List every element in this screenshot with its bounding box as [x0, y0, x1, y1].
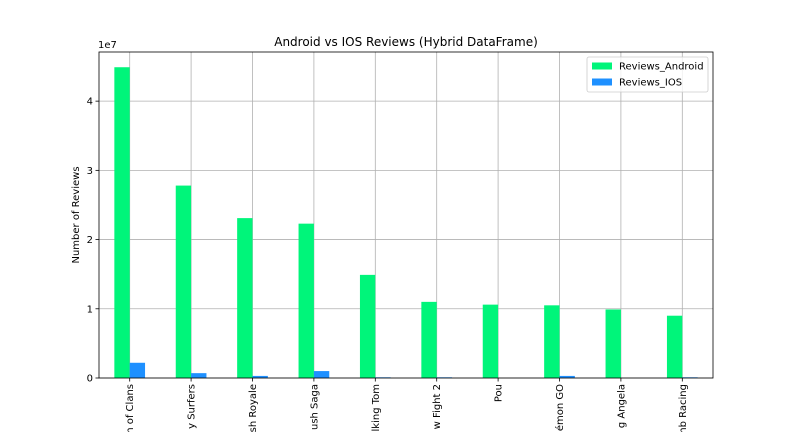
- x-tick-label: ush Saga: [309, 384, 320, 430]
- bar: [559, 375, 575, 378]
- bar: [114, 67, 130, 378]
- x-tick-label: y Surfers: [187, 384, 198, 429]
- axes-frame: [98, 51, 714, 379]
- bar: [191, 373, 207, 378]
- y-axis-label: Number of Reviews: [71, 166, 82, 263]
- y-tick-label: 3: [87, 166, 93, 177]
- bar: [313, 371, 330, 378]
- x-tick-label: sh Royale: [248, 384, 259, 432]
- bar: [175, 185, 192, 378]
- x-tick-label: lking Tom: [371, 384, 382, 431]
- y-offset-label: 1e7: [98, 40, 117, 51]
- x-tick-label: n of Clans: [125, 384, 136, 432]
- y-tick-label: 4: [87, 97, 93, 108]
- legend-box: [586, 56, 709, 93]
- bar: [544, 305, 560, 378]
- legend-swatch: [592, 62, 612, 70]
- legend-label: Reviews_Android: [619, 62, 704, 73]
- legend-label: Reviews_IOS: [619, 78, 682, 89]
- bar: [298, 223, 314, 378]
- x-tick-label: émon GO: [554, 384, 566, 431]
- bar: [482, 304, 499, 378]
- bar: [252, 375, 268, 378]
- y-tick-label: 0: [87, 374, 93, 385]
- y-tick-label: 1: [87, 304, 93, 315]
- x-tick-label: w Fight 2: [432, 384, 443, 429]
- bar: [666, 315, 683, 378]
- x-tick-label: nb Racing: [678, 384, 689, 432]
- x-tick-label: g Angela: [616, 384, 627, 428]
- legend-swatch: [592, 78, 612, 86]
- bar: [359, 274, 376, 378]
- y-tick-label: 2: [87, 235, 93, 246]
- chart-title: Android vs IOS Reviews (Hybrid DataFrame…: [274, 35, 538, 49]
- x-tick-label: Pou: [494, 384, 505, 402]
- bar: [129, 362, 146, 378]
- bar: [605, 309, 621, 378]
- bar: [421, 301, 437, 378]
- bar: [237, 218, 253, 378]
